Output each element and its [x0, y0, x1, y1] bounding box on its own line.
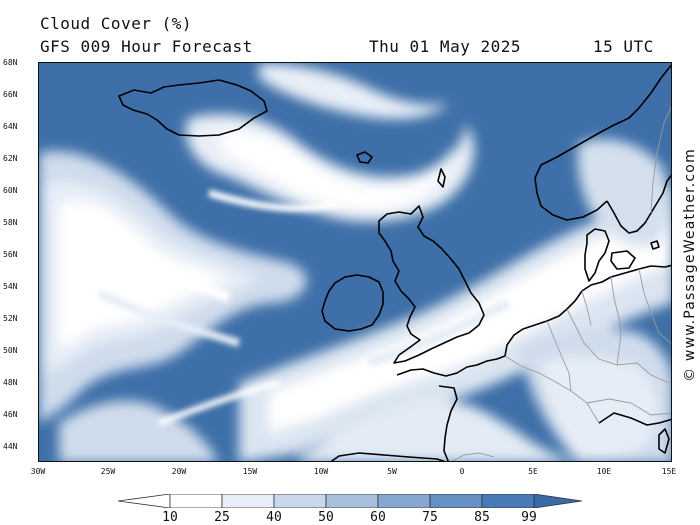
coast-great-britain — [378, 205, 485, 364]
lat-label: 44N — [3, 442, 18, 451]
lat-label: 46N — [3, 410, 18, 419]
valid-time: 15 UTC — [593, 37, 654, 56]
legend-label: 60 — [370, 510, 386, 525]
coast-denmark — [584, 228, 610, 282]
legend-swatch — [377, 494, 431, 508]
coast-danish-islands — [610, 250, 636, 270]
lat-label: 52N — [3, 314, 18, 323]
legend-colorbar — [118, 494, 582, 508]
legend-swatch — [481, 494, 535, 508]
valid-date: Thu 01 May 2025 — [369, 37, 521, 56]
lon-label: 10W — [313, 467, 329, 476]
coast-shetland — [437, 168, 446, 188]
map-title: Cloud Cover (%) — [40, 14, 192, 33]
coast-mediterranean — [598, 412, 671, 426]
legend-swatch — [169, 494, 223, 508]
lon-label: 15E — [661, 467, 677, 476]
coast-bornholm — [650, 240, 660, 250]
legend-label: 85 — [474, 510, 490, 525]
lat-label: 68N — [3, 58, 18, 67]
legend-arrow-low — [118, 494, 171, 508]
lat-label: 64N — [3, 122, 18, 131]
lat-label: 56N — [3, 250, 18, 259]
coast-iceland — [118, 79, 268, 137]
coast-france — [396, 276, 612, 377]
coast-corsica — [658, 428, 670, 454]
lon-label: 25W — [100, 467, 116, 476]
legend-swatch — [273, 494, 327, 508]
lon-label: 30W — [30, 467, 46, 476]
cloud-streaks — [77, 189, 512, 426]
coastlines — [118, 64, 671, 461]
legend-label: 75 — [422, 510, 438, 525]
lat-label: 58N — [3, 218, 18, 227]
lon-label: 20W — [171, 467, 187, 476]
coast-ireland — [321, 274, 384, 332]
lat-label: 54N — [3, 282, 18, 291]
legend-swatch — [429, 494, 483, 508]
coast-iberia-north — [330, 452, 446, 461]
lat-label: 50N — [3, 346, 18, 355]
lat-label: 60N — [3, 186, 18, 195]
lon-label: 5W — [387, 467, 397, 476]
legend-swatch — [221, 494, 275, 508]
map-panel — [38, 62, 672, 462]
cloud-cover-map — [39, 63, 671, 461]
lat-label: 48N — [3, 378, 18, 387]
credit-watermark: © www.PassageWeather.com — [682, 148, 698, 382]
coast-norway — [534, 64, 671, 221]
legend-label: 10 — [162, 510, 178, 525]
coast-faroes — [356, 151, 373, 164]
lat-label: 66N — [3, 90, 18, 99]
legend-label: 25 — [214, 510, 230, 525]
country-borders — [451, 106, 671, 461]
legend-swatch — [325, 494, 379, 508]
coast-baltic — [610, 264, 671, 278]
lon-label: 5E — [528, 467, 538, 476]
legend-label: 40 — [266, 510, 282, 525]
lat-label: 62N — [3, 154, 18, 163]
lon-label: 15W — [242, 467, 258, 476]
coast-sweden — [606, 174, 671, 234]
legend-arrow-high — [533, 494, 582, 508]
forecast-subtitle: GFS 009 Hour Forecast — [40, 37, 253, 56]
coast-biscay — [438, 385, 458, 461]
lon-label: 10E — [596, 467, 612, 476]
lon-label: 0 — [459, 467, 465, 476]
legend-label: 99 — [521, 510, 537, 525]
legend-label: 50 — [318, 510, 334, 525]
light-cloud-patches — [39, 63, 671, 461]
